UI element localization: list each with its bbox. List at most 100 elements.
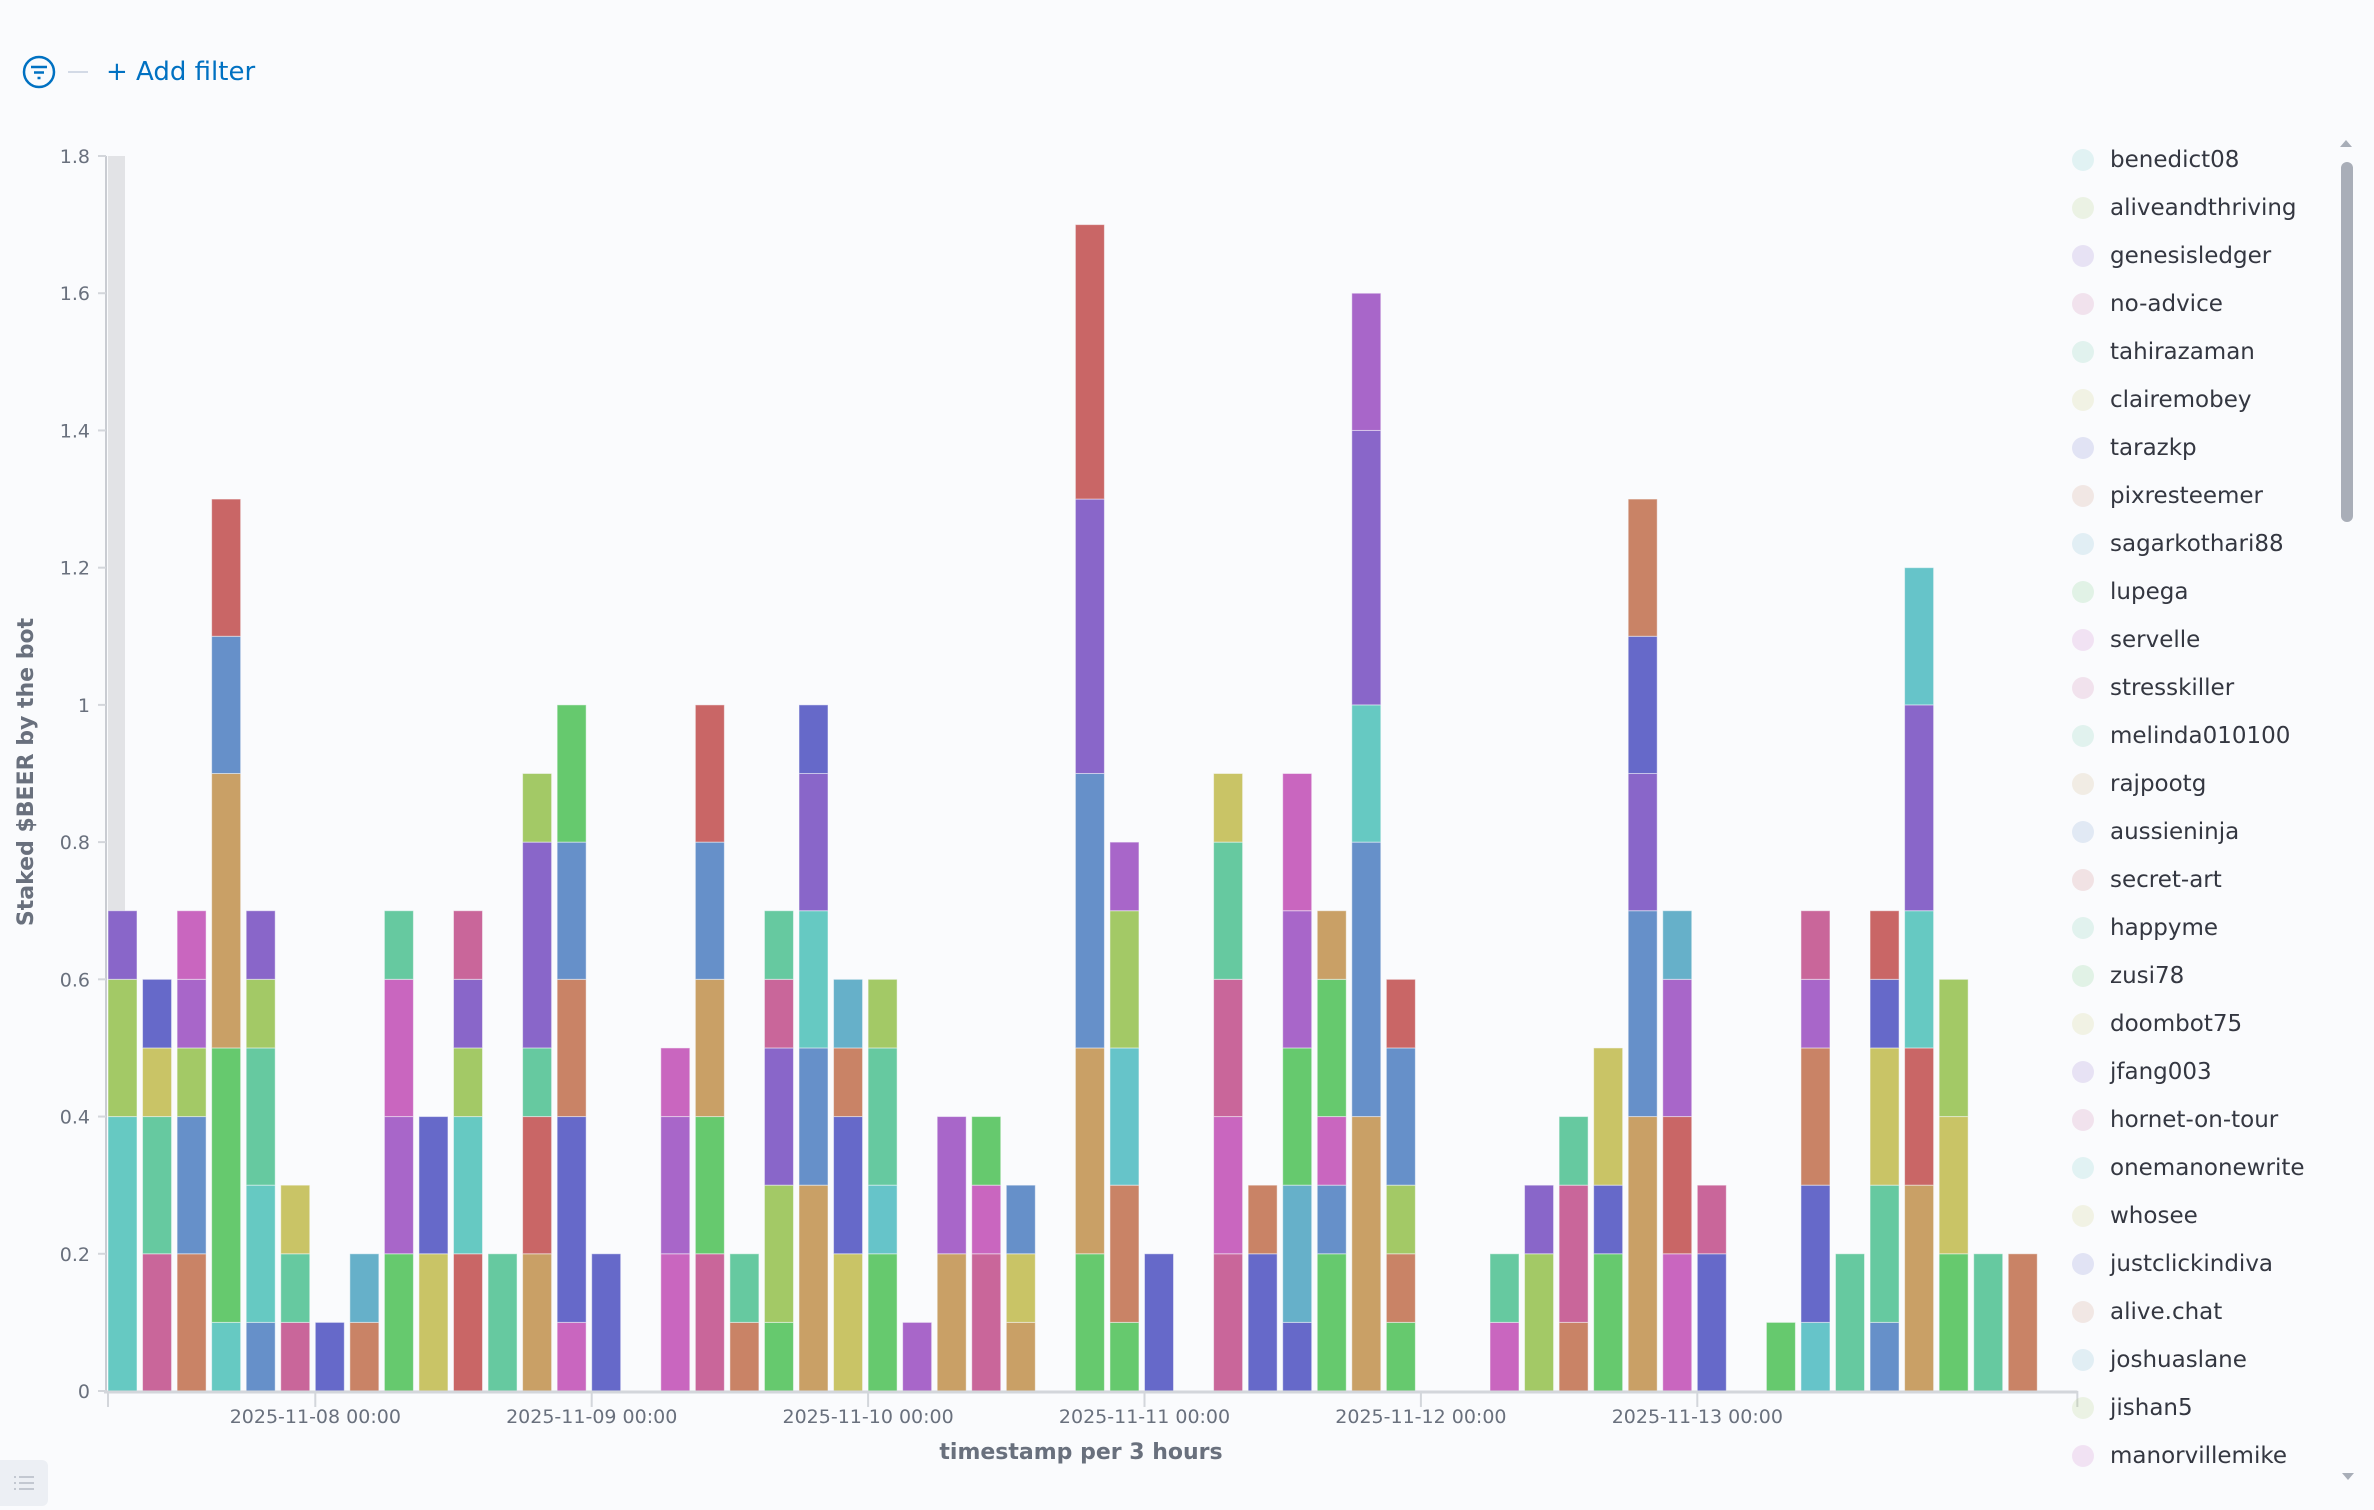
bar-segment[interactable]	[867, 1253, 898, 1392]
bar-segment[interactable]	[211, 773, 242, 1049]
bar-segment[interactable]	[1213, 773, 1244, 843]
bar-segment[interactable]	[694, 978, 725, 1118]
bar-segment[interactable]	[1282, 773, 1313, 912]
bar-segment[interactable]	[763, 1184, 794, 1323]
bar-segment[interactable]	[1524, 1184, 1555, 1255]
bar-segment[interactable]	[1282, 910, 1313, 1049]
bar-segment[interactable]	[729, 1321, 760, 1392]
bar-segment[interactable]	[245, 1047, 276, 1186]
legend-item[interactable]: servelle	[2060, 616, 2330, 664]
bar-segment[interactable]	[556, 704, 587, 843]
bar-segment[interactable]	[1558, 1116, 1589, 1186]
bar-segment[interactable]	[1593, 1253, 1624, 1392]
bar-segment[interactable]	[142, 1047, 173, 1118]
bar-segment[interactable]	[694, 841, 725, 980]
legend-item[interactable]: alive.chat	[2060, 1288, 2330, 1336]
bar-segment[interactable]	[107, 910, 138, 980]
bar-segment[interactable]	[1973, 1253, 2004, 1392]
bar-segment[interactable]	[176, 978, 207, 1049]
bar-segment[interactable]	[1662, 1253, 1693, 1392]
bar-segment[interactable]	[1074, 1253, 1105, 1392]
bar-segment[interactable]	[1109, 1184, 1140, 1323]
bar-segment[interactable]	[1627, 498, 1658, 637]
bar-segment[interactable]	[1109, 1047, 1140, 1186]
scroll-down-arrow-icon[interactable]	[2342, 1473, 2354, 1480]
bar-segment[interactable]	[867, 1047, 898, 1186]
legend-item[interactable]: zusi78	[2060, 952, 2330, 1000]
bar-segment[interactable]	[1869, 910, 1900, 980]
bar-segment[interactable]	[556, 1321, 587, 1392]
bar-segment[interactable]	[1800, 1321, 1831, 1392]
bar-segment[interactable]	[1869, 1047, 1900, 1186]
bar-segment[interactable]	[763, 1321, 794, 1392]
legend-item[interactable]: aussieninja	[2060, 808, 2330, 856]
bar-segment[interactable]	[798, 1047, 829, 1186]
bar-segment[interactable]	[763, 910, 794, 980]
bar-segment[interactable]	[176, 1116, 207, 1255]
bar-segment[interactable]	[1144, 1253, 1174, 1392]
bar-segment[interactable]	[1316, 1116, 1347, 1186]
bar-segment[interactable]	[1938, 1253, 1969, 1392]
bar-segment[interactable]	[522, 1253, 553, 1392]
bar-segment[interactable]	[1800, 978, 1831, 1049]
bar-segment[interactable]	[1489, 1253, 1520, 1323]
bar-segment[interactable]	[1109, 1321, 1140, 1392]
bar-segment[interactable]	[1385, 978, 1416, 1049]
bar-segment[interactable]	[971, 1184, 1002, 1255]
bar-segment[interactable]	[1074, 1047, 1105, 1255]
filter-icon[interactable]	[22, 55, 56, 89]
bar-segment[interactable]	[1213, 978, 1244, 1118]
bar-segment[interactable]	[453, 1116, 483, 1255]
bar-segment[interactable]	[1489, 1321, 1520, 1392]
bar-segment[interactable]	[107, 978, 138, 1118]
bar-segment[interactable]	[1904, 567, 1935, 706]
bar-segment[interactable]	[902, 1321, 933, 1392]
bar-segment[interactable]	[1558, 1321, 1589, 1392]
bar-segment[interactable]	[487, 1253, 518, 1392]
bar-segment[interactable]	[1385, 1047, 1416, 1186]
bar-segment[interactable]	[1005, 1184, 1036, 1255]
bar-segment[interactable]	[1800, 1184, 1831, 1323]
bar-segment[interactable]	[833, 1116, 864, 1255]
legend-item[interactable]: happyme	[2060, 904, 2330, 952]
bar-segment[interactable]	[660, 1253, 691, 1392]
bar-segment[interactable]	[1524, 1253, 1555, 1392]
bar-segment[interactable]	[1904, 704, 1935, 912]
bar-segment[interactable]	[1938, 1116, 1969, 1255]
bar-segment[interactable]	[1627, 773, 1658, 912]
legend-item[interactable]: melinda010100	[2060, 712, 2330, 760]
bar-segment[interactable]	[349, 1253, 380, 1323]
bar-segment[interactable]	[1074, 224, 1105, 500]
bar-segment[interactable]	[971, 1116, 1002, 1186]
bar-segment[interactable]	[798, 773, 829, 912]
bar-segment[interactable]	[1351, 429, 1382, 706]
legend-item[interactable]: doombot75	[2060, 1000, 2330, 1048]
bar-segment[interactable]	[971, 1253, 1002, 1392]
bar-segment[interactable]	[1627, 635, 1658, 774]
bar-segment[interactable]	[1213, 1253, 1244, 1392]
bar-segment[interactable]	[1005, 1253, 1036, 1323]
bar-segment[interactable]	[176, 910, 207, 980]
bar-segment[interactable]	[1904, 1047, 1935, 1186]
bar-segment[interactable]	[798, 1184, 829, 1392]
bar-segment[interactable]	[383, 910, 414, 980]
bar-segment[interactable]	[418, 1116, 449, 1255]
bar-segment[interactable]	[556, 978, 587, 1118]
bar-segment[interactable]	[1593, 1047, 1624, 1186]
legend-item[interactable]: tahirazaman	[2060, 328, 2330, 376]
legend-toggle-button[interactable]	[0, 1460, 48, 1506]
legend-item[interactable]: aliveandthriving	[2060, 184, 2330, 232]
bar-segment[interactable]	[1869, 978, 1900, 1049]
bar-segment[interactable]	[176, 1253, 207, 1392]
bar-segment[interactable]	[694, 1116, 725, 1255]
bar-segment[interactable]	[1696, 1253, 1727, 1392]
bar-segment[interactable]	[522, 1116, 553, 1255]
bar-segment[interactable]	[280, 1184, 311, 1255]
bar-segment[interactable]	[591, 1253, 622, 1392]
bar-segment[interactable]	[1282, 1184, 1313, 1323]
legend-item[interactable]: lupega	[2060, 568, 2330, 616]
bar-segment[interactable]	[453, 978, 483, 1049]
bar-segment[interactable]	[211, 1047, 242, 1323]
bar-segment[interactable]	[1593, 1184, 1624, 1255]
bar-segment[interactable]	[349, 1321, 380, 1392]
